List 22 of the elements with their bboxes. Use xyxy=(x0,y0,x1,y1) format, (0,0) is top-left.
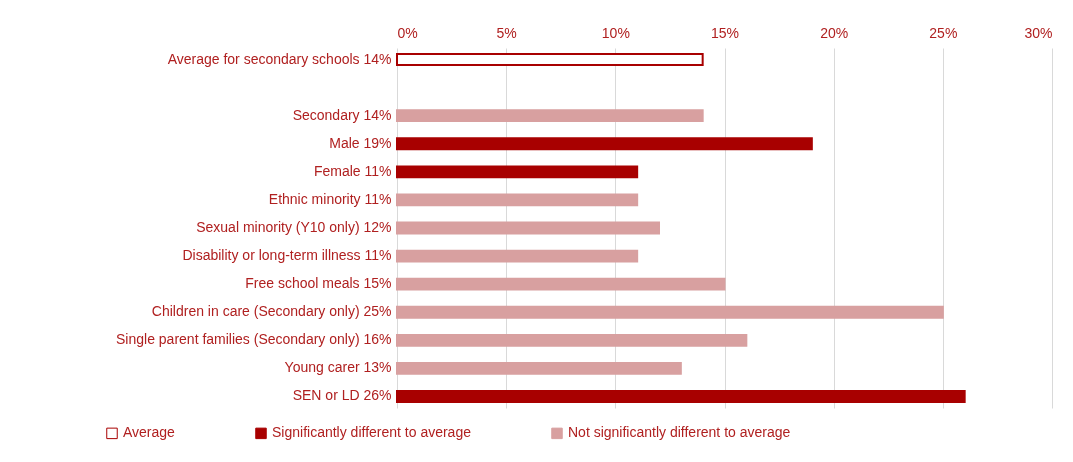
x-tick-label: 30% xyxy=(1024,24,1053,41)
y-tick-label: Sexual minority (Y10 only) 12% xyxy=(196,219,392,235)
x-tick-label: 20% xyxy=(820,24,849,41)
y-tick-label: Male 19% xyxy=(329,134,392,151)
y-tick-label: Secondary 14% xyxy=(292,106,392,123)
y-tick-label: Single parent families (Secondary only) 16% xyxy=(116,331,392,348)
y-tick-label: Young carer 13% xyxy=(284,359,392,376)
y-tick-label: Disability or long-term illness 11% xyxy=(182,247,392,264)
x-tick-label: 0% xyxy=(397,24,418,41)
y-tick-label: Ethnic minority 11% xyxy=(268,190,392,207)
legend-label: Average xyxy=(123,424,176,441)
y-tick-label: Average for secondary schools 14% xyxy=(167,50,392,67)
legend-label: Not significantly different to average xyxy=(568,424,791,441)
x-tick-label: 10% xyxy=(601,24,630,41)
legend-label: Significantly different to average xyxy=(272,424,472,441)
x-tick-label: 15% xyxy=(710,24,740,41)
y-tick-label: Female 11% xyxy=(313,162,392,179)
y-tick-label: SEN or LD 26% xyxy=(292,387,392,404)
x-tick-label: 5% xyxy=(496,24,517,41)
y-tick-label: Free school meals 15% xyxy=(245,275,392,292)
x-tick-label: 25% xyxy=(929,24,958,41)
y-tick-label: Children in care (Secondary only) 25% xyxy=(151,303,392,320)
